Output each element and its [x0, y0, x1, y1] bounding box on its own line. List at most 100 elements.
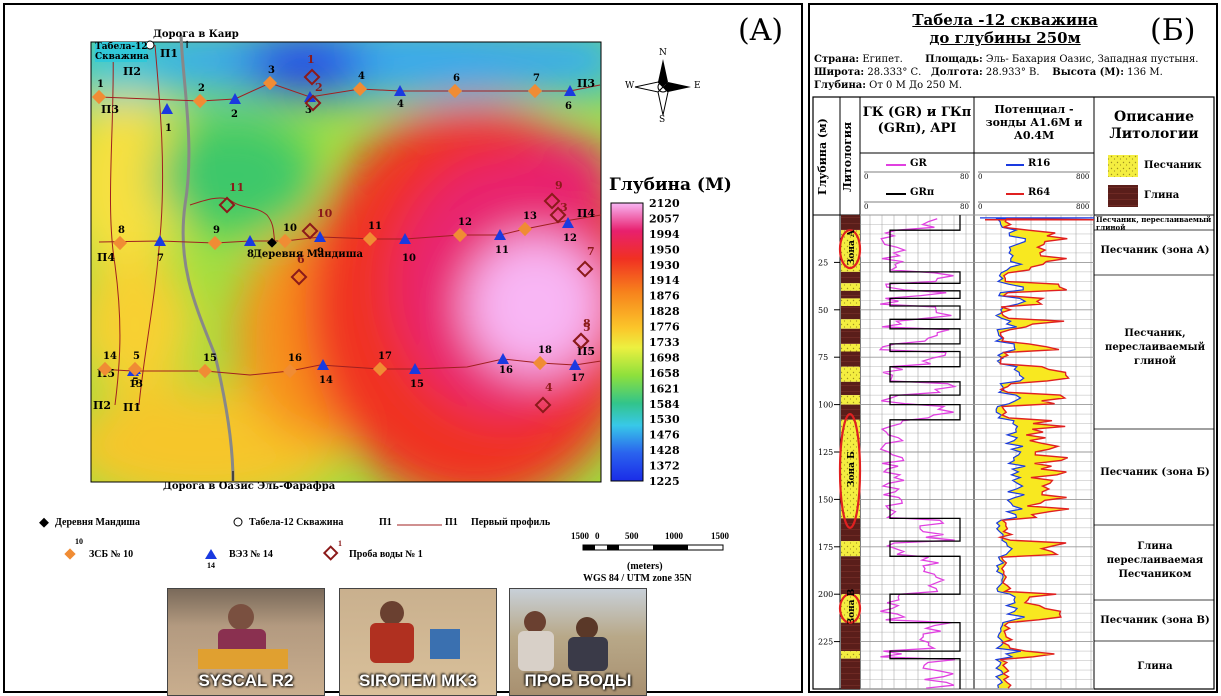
zsb-marker [207, 235, 223, 251]
colorbar-tick: 1930 [649, 259, 680, 272]
vez-label: 14 [319, 375, 333, 386]
sand-legend-label: Песчаник [1144, 160, 1202, 171]
vez-label: 2 [231, 109, 238, 120]
lithology-layer [841, 556, 860, 595]
profile-label: П1 [123, 401, 141, 414]
gr-scale-max: 80 [960, 173, 969, 181]
info-value: Эль- Бахария Оазис, Западная пустыня. [985, 54, 1199, 65]
water-label: 11 [229, 181, 244, 194]
zsb-label: 2 [198, 83, 205, 94]
log-panel: (Б) Табела -12 скважина до глубины 250м … [808, 3, 1218, 693]
colorbar-title: Глубина (М) [609, 175, 732, 195]
zsb-marker [362, 231, 378, 247]
log-subtitle: до глубины 250м [929, 29, 1081, 47]
zsb-label: 17 [378, 351, 392, 362]
lithology-layer [841, 395, 860, 405]
vez-marker [229, 93, 241, 104]
sand-legend-swatch [1108, 155, 1138, 177]
vez-marker [494, 229, 506, 240]
lithology-layer [841, 351, 860, 367]
gr-legend-label: GR [910, 158, 927, 169]
r64-legend-label: R64 [1028, 187, 1051, 198]
colorbar-tick: 1658 [649, 367, 680, 380]
vez-label: 7 [157, 253, 164, 264]
colorbar-tick: 1698 [649, 351, 680, 364]
legend-water-icon [322, 545, 339, 561]
zsb-marker [127, 361, 143, 377]
legend-zsb: ЗСБ № 10 [89, 549, 134, 560]
vez-marker [304, 91, 316, 102]
vez-marker [314, 231, 326, 242]
zsb-label: 9 [213, 225, 220, 236]
water-marker [534, 396, 552, 414]
panel-a-label: (A) [738, 13, 784, 48]
compass-icon [634, 59, 691, 116]
zsb-label: 5 [133, 351, 140, 362]
log-title: Табела -12 скважина [912, 11, 1098, 29]
well-label: Табела-12 Скважина [95, 42, 149, 62]
vez-marker [161, 103, 173, 114]
zone-label: Зона А [847, 229, 857, 265]
vez-label: 15 [410, 379, 424, 390]
water-marker [572, 332, 590, 350]
desc-item: Песчаник (зона Б) [1100, 467, 1210, 478]
r16-legend-label: R16 [1028, 158, 1051, 169]
legend-village: Деревня Мандиша [55, 517, 140, 528]
scale-tick: 500 [625, 531, 639, 541]
scale-datum: WGS 84 / UTM zone 35N [583, 573, 692, 584]
water-label: 6 [297, 253, 305, 266]
clay-legend-swatch [1108, 185, 1138, 207]
vez-label: 1 [165, 123, 172, 134]
zsb-label: 1 [97, 79, 104, 90]
lithology-layer [841, 622, 860, 652]
zsb-marker [277, 233, 293, 249]
colorbar-tick: 1428 [649, 444, 680, 457]
scale-tick: 1000 [665, 531, 683, 541]
zsb-marker [282, 363, 298, 379]
vez-label: 8 [247, 249, 254, 260]
legend-village-icon [39, 517, 49, 528]
r64-fill [996, 218, 1069, 689]
profile-label: П4 [577, 207, 595, 220]
legend-profile-start: П1 [379, 517, 392, 528]
depth-col-header: Глубина (м) [816, 118, 829, 196]
colorbar-tick: 1733 [649, 336, 680, 349]
zsb-label: 6 [453, 73, 460, 84]
water-label: 1 [307, 53, 315, 66]
info-label: Высота (М): [1052, 67, 1124, 78]
zsb-marker [517, 221, 533, 237]
colorbar-tick: 1530 [649, 413, 680, 426]
vez-marker [399, 233, 411, 244]
road-arrow-north: ↑ [183, 40, 191, 51]
zsb-marker [352, 81, 368, 97]
legend-well: Табела-12 Скважина [249, 517, 344, 528]
water-label: 2 [315, 81, 323, 94]
panel-b-label: (Б) [1150, 13, 1196, 48]
zsb-label: 4 [358, 71, 365, 82]
colorbar-tick: 1828 [649, 305, 680, 318]
zsb-label: 10 [283, 223, 297, 234]
depth-tick: 125 [818, 448, 833, 457]
zsb-marker [197, 363, 213, 379]
colorbar: 2120 2057 1994 1950 1930 1914 1876 1828 1776 1733… [610, 197, 680, 488]
lithology-layer [841, 343, 860, 352]
village-label: Деревня Мандиша [253, 249, 363, 260]
r64-curve [985, 218, 1095, 689]
photo-sirotem: SIROTEM MK3 [339, 588, 497, 696]
zsb-marker [97, 361, 113, 377]
depth-raster [91, 42, 601, 482]
lithology-column [841, 215, 860, 689]
water-marker [549, 206, 567, 224]
lithology-layer [841, 419, 860, 519]
info-value: От 0 М До 250 М. [869, 80, 963, 91]
photo-water: ПРОБ ВОДЫ [509, 588, 647, 696]
vez-label: 5 [132, 377, 139, 388]
lithology-layer [841, 319, 860, 329]
info-label: Долгота: [930, 67, 983, 78]
res-col-header: Потенциал - зонды А1.6М и А0.4М [985, 103, 1083, 142]
grp-scale-max: 80 [960, 203, 969, 211]
vez-marker [562, 217, 574, 228]
map-panel: (A) [3, 3, 803, 696]
depth-map: П1 П2 П3 П4 П5 П1 П2 П3 П4 П5 1234567891… [39, 34, 724, 561]
